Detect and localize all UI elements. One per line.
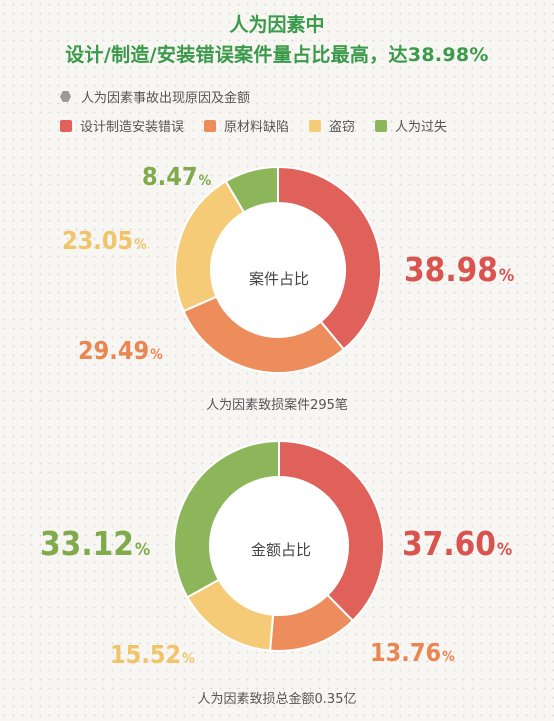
legend-label-negligence: 人为过失 xyxy=(395,120,448,135)
legend-swatch-negligence xyxy=(375,119,388,132)
title-line-1: 人为因素中 xyxy=(229,14,325,36)
donut-slice-amount-negligence xyxy=(173,439,280,599)
data-label-amount-design: 37.60% xyxy=(402,524,513,563)
donut-slice-amount-design xyxy=(278,439,385,623)
data-label-amount-theft: 15.52% xyxy=(110,640,195,669)
donut-slice-cases-negligence xyxy=(224,165,279,214)
legend-title-text: 人为因素事故出现原因及金额 xyxy=(81,91,251,106)
legend-swatch-theft xyxy=(309,119,322,132)
legend-item-design: 设计制造安装错误 xyxy=(60,116,184,135)
title-line-2: 设计/制造/安装错误案件量占比最高，达38.98% xyxy=(65,44,489,66)
caption-cases: 人为因素致损案件295笔 xyxy=(206,398,348,413)
donut-chart-cases xyxy=(174,165,382,374)
legend-label-theft: 盗窃 xyxy=(329,120,356,135)
donut-center-label-amount: 金额占比 xyxy=(250,541,311,559)
donut-hole-amount xyxy=(211,478,347,614)
donut-chart-amount xyxy=(173,439,385,652)
data-label-cases-negligence: 8.47% xyxy=(142,162,212,191)
data-label-cases-theft: 23.05% xyxy=(62,226,147,255)
hexagon-icon xyxy=(60,91,71,102)
legend-label-material: 原材料缺陷 xyxy=(224,120,290,135)
donut-hole-cases xyxy=(212,204,344,336)
legend-item-theft: 盗窃 xyxy=(309,116,355,135)
caption-amount: 人为因素致损总金额0.35亿 xyxy=(197,692,357,707)
data-label-cases-material: 29.49% xyxy=(78,336,163,365)
donut-slice-cases-design xyxy=(277,165,382,351)
data-label-amount-negligence: 33.12% xyxy=(40,524,151,563)
legend-swatch-material xyxy=(204,119,217,132)
donut-center-label-cases: 案件占比 xyxy=(248,270,309,288)
data-label-amount-material: 13.76% xyxy=(370,638,455,667)
legend-swatch-design xyxy=(60,119,72,132)
data-label-cases-design: 38.98% xyxy=(404,250,515,289)
legend-title: 人为因素事故出现原因及金额 xyxy=(60,87,250,106)
legend-item-negligence: 人为过失 xyxy=(375,116,447,135)
legend: 设计制造安装错误 原材料缺陷 盗窃 人为过失 xyxy=(60,116,467,135)
legend-item-material: 原材料缺陷 xyxy=(204,116,289,135)
legend-label-design: 设计制造安装错误 xyxy=(80,120,185,135)
